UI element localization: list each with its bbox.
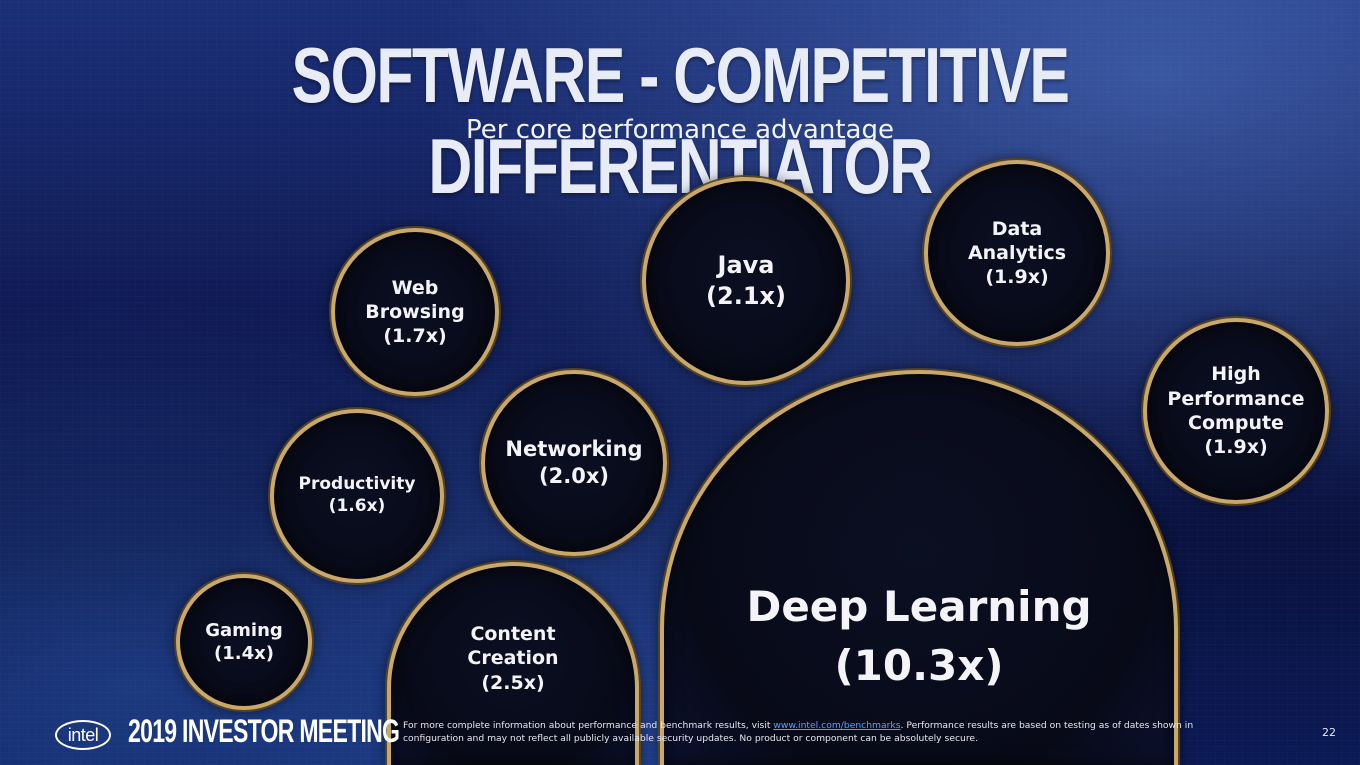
page-subtitle: Per core performance advantage — [466, 115, 894, 145]
bubble-productivity: Productivity (1.6x) — [270, 409, 444, 583]
bubble-label: High Performance Compute — [1167, 363, 1305, 434]
bubble-label: Networking — [505, 437, 643, 462]
bubble-label: Gaming — [205, 619, 283, 641]
bubble-label: Data Analytics — [967, 217, 1067, 264]
bubble-label: Content Creation — [467, 623, 559, 670]
bubble-label: Web Browsing — [365, 276, 465, 323]
bubble-value: (1.6x) — [328, 496, 386, 516]
bubble-value: (2.0x) — [539, 464, 609, 488]
disclaimer: For more complete information about perf… — [403, 719, 1203, 745]
bubble-value: (10.3x) — [834, 640, 1004, 690]
bubble-data-analytics: Data Analytics (1.9x) — [924, 160, 1110, 346]
event-name: 2019 INVESTOR MEETING — [128, 713, 400, 749]
bubble-gaming: Gaming (1.4x) — [176, 574, 312, 710]
bubble-label: Java — [717, 251, 775, 280]
bubble-value: (1.9x) — [1204, 436, 1268, 459]
page-title: SOFTWARE - COMPETITIVE DIFFERENTIATOR — [291, 31, 1070, 210]
bubble-networking: Networking (2.0x) — [481, 370, 667, 556]
bubble-deep-learning: Deep Learning (10.3x) — [660, 370, 1178, 765]
bubble-value: (2.5x) — [481, 671, 545, 694]
disclaimer-text: . Performance results are based on testi… — [403, 720, 1194, 744]
page-number: 22 — [1322, 726, 1336, 739]
bubble-value: (1.9x) — [985, 266, 1049, 289]
bubble-label: Deep Learning — [746, 582, 1092, 631]
bubble-value: (1.4x) — [214, 643, 274, 664]
intel-logo: intel — [55, 720, 111, 750]
bubble-hpc: High Performance Compute (1.9x) — [1143, 318, 1329, 504]
bubble-web-browsing: Web Browsing (1.7x) — [331, 228, 499, 396]
benchmarks-link[interactable]: www.intel.com/benchmarks — [773, 720, 901, 731]
bubble-value: (1.7x) — [383, 325, 447, 348]
disclaimer-text: For more complete information about perf… — [403, 720, 774, 731]
bubble-label: Productivity — [298, 474, 416, 495]
bubble-java: Java (2.1x) — [642, 177, 850, 385]
bubble-value: (2.1x) — [706, 282, 786, 310]
